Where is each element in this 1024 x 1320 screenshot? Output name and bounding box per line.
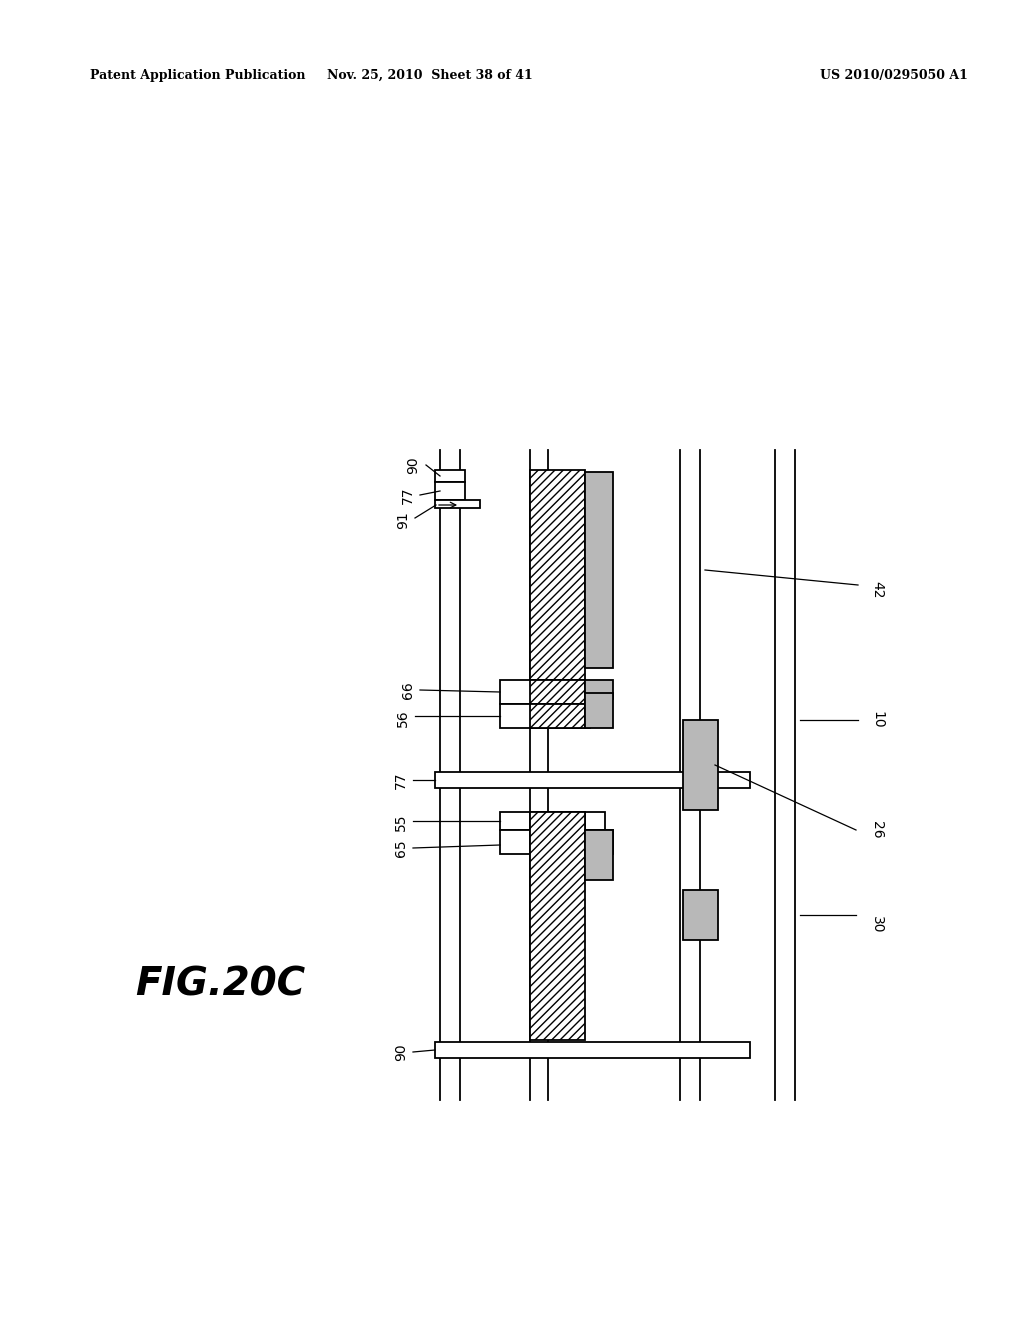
Bar [530,704,585,729]
Text: 56: 56 [396,709,410,727]
Bar [435,772,750,788]
Text: 90: 90 [406,457,420,474]
Text: Patent Application Publication: Patent Application Publication [90,69,305,82]
Bar [530,812,585,1040]
Bar [585,680,613,700]
Bar [585,693,613,729]
Bar [500,680,585,704]
Bar [585,830,613,854]
Text: 90: 90 [394,1043,408,1061]
Text: Nov. 25, 2010  Sheet 38 of 41: Nov. 25, 2010 Sheet 38 of 41 [327,69,532,82]
Text: 65: 65 [394,840,408,857]
Bar [683,719,718,810]
Bar [435,482,465,500]
Bar [435,500,480,508]
Bar [530,470,585,680]
Bar [585,830,613,880]
Bar [530,830,585,854]
Bar [435,1041,750,1059]
Bar [500,704,590,729]
Text: 91: 91 [396,511,410,529]
Bar [585,473,613,668]
Bar [500,812,605,830]
Text: 26: 26 [870,821,884,838]
Bar [683,890,718,940]
Text: 30: 30 [870,916,884,933]
Text: 77: 77 [394,771,408,789]
Bar [530,680,585,704]
Text: 42: 42 [870,581,884,599]
Text: 66: 66 [401,681,415,698]
Text: 77: 77 [401,486,415,504]
Text: 55: 55 [394,813,408,830]
Bar [435,470,465,482]
Text: US 2010/0295050 A1: US 2010/0295050 A1 [820,69,968,82]
Bar [500,830,605,854]
Bar [530,812,585,830]
Text: FIG.20C: FIG.20C [135,966,305,1005]
Text: 10: 10 [870,711,884,729]
